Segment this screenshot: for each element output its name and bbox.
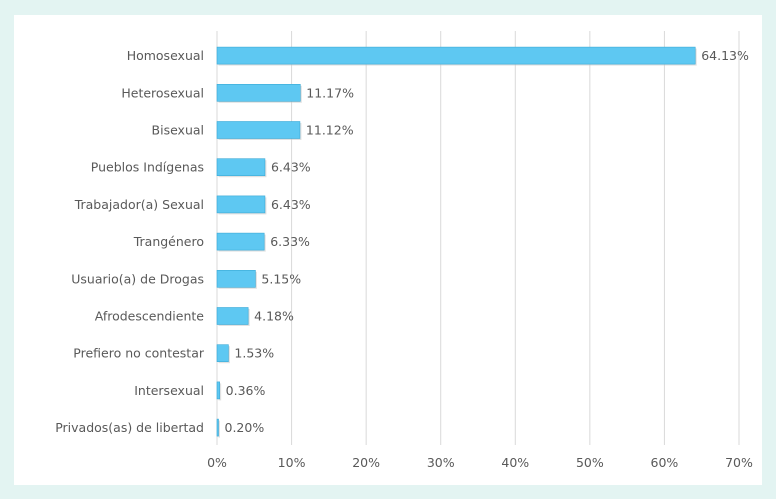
bar [216, 195, 266, 214]
data-label: 1.53% [234, 346, 274, 361]
bar [216, 344, 229, 363]
data-label: 6.43% [271, 197, 311, 212]
category-label: Privados(as) de libertad [55, 420, 204, 435]
category-label: Homosexual [127, 48, 204, 63]
bar [216, 46, 696, 65]
category-label: Bisexual [152, 123, 204, 138]
bar [216, 307, 249, 325]
x-tick-label: 10% [278, 455, 306, 470]
data-label: 0.36% [226, 383, 266, 398]
category-label: Trabajador(a) Sexual [74, 197, 204, 212]
bar [216, 84, 301, 102]
category-label: Heterosexual [121, 85, 204, 100]
bar [216, 270, 256, 288]
x-tick-label: 60% [651, 455, 679, 470]
category-label: Prefiero no contestar [73, 346, 205, 361]
data-label: 4.18% [254, 309, 294, 324]
data-label: 11.17% [306, 85, 354, 100]
x-tick-label: 20% [352, 455, 380, 470]
category-label: Afrodescendiente [95, 309, 205, 324]
category-label: Usuario(a) de Drogas [71, 271, 204, 286]
category-label: Pueblos Indígenas [91, 160, 204, 175]
bar [216, 158, 266, 176]
data-label: 6.43% [271, 160, 311, 175]
x-tick-label: 70% [725, 455, 753, 470]
category-label: Intersexual [134, 383, 204, 398]
bar [216, 121, 301, 139]
category-label: Trangénero [133, 234, 204, 249]
data-label: 11.12% [306, 123, 354, 138]
data-label: 64.13% [701, 48, 749, 63]
bar-chart: 0% 10% 20% 30% 40% 50% 60% 70% Homosexual 64.13% H… [55, 31, 753, 470]
chart-panel: 0% 10% 20% 30% 40% 50% 60% 70% Homosexual 64.13% H… [14, 15, 762, 485]
data-label: 6.33% [270, 234, 310, 249]
x-tick-label: 0% [207, 455, 227, 470]
bar [216, 381, 220, 400]
bar [216, 418, 219, 437]
bar [216, 232, 265, 251]
bar-shadow [218, 420, 220, 438]
x-tick-label: 30% [427, 455, 455, 470]
data-label: 0.20% [225, 420, 265, 435]
x-tick-label: 40% [501, 455, 529, 470]
data-label: 5.15% [261, 271, 301, 286]
x-tick-label: 50% [576, 455, 604, 470]
